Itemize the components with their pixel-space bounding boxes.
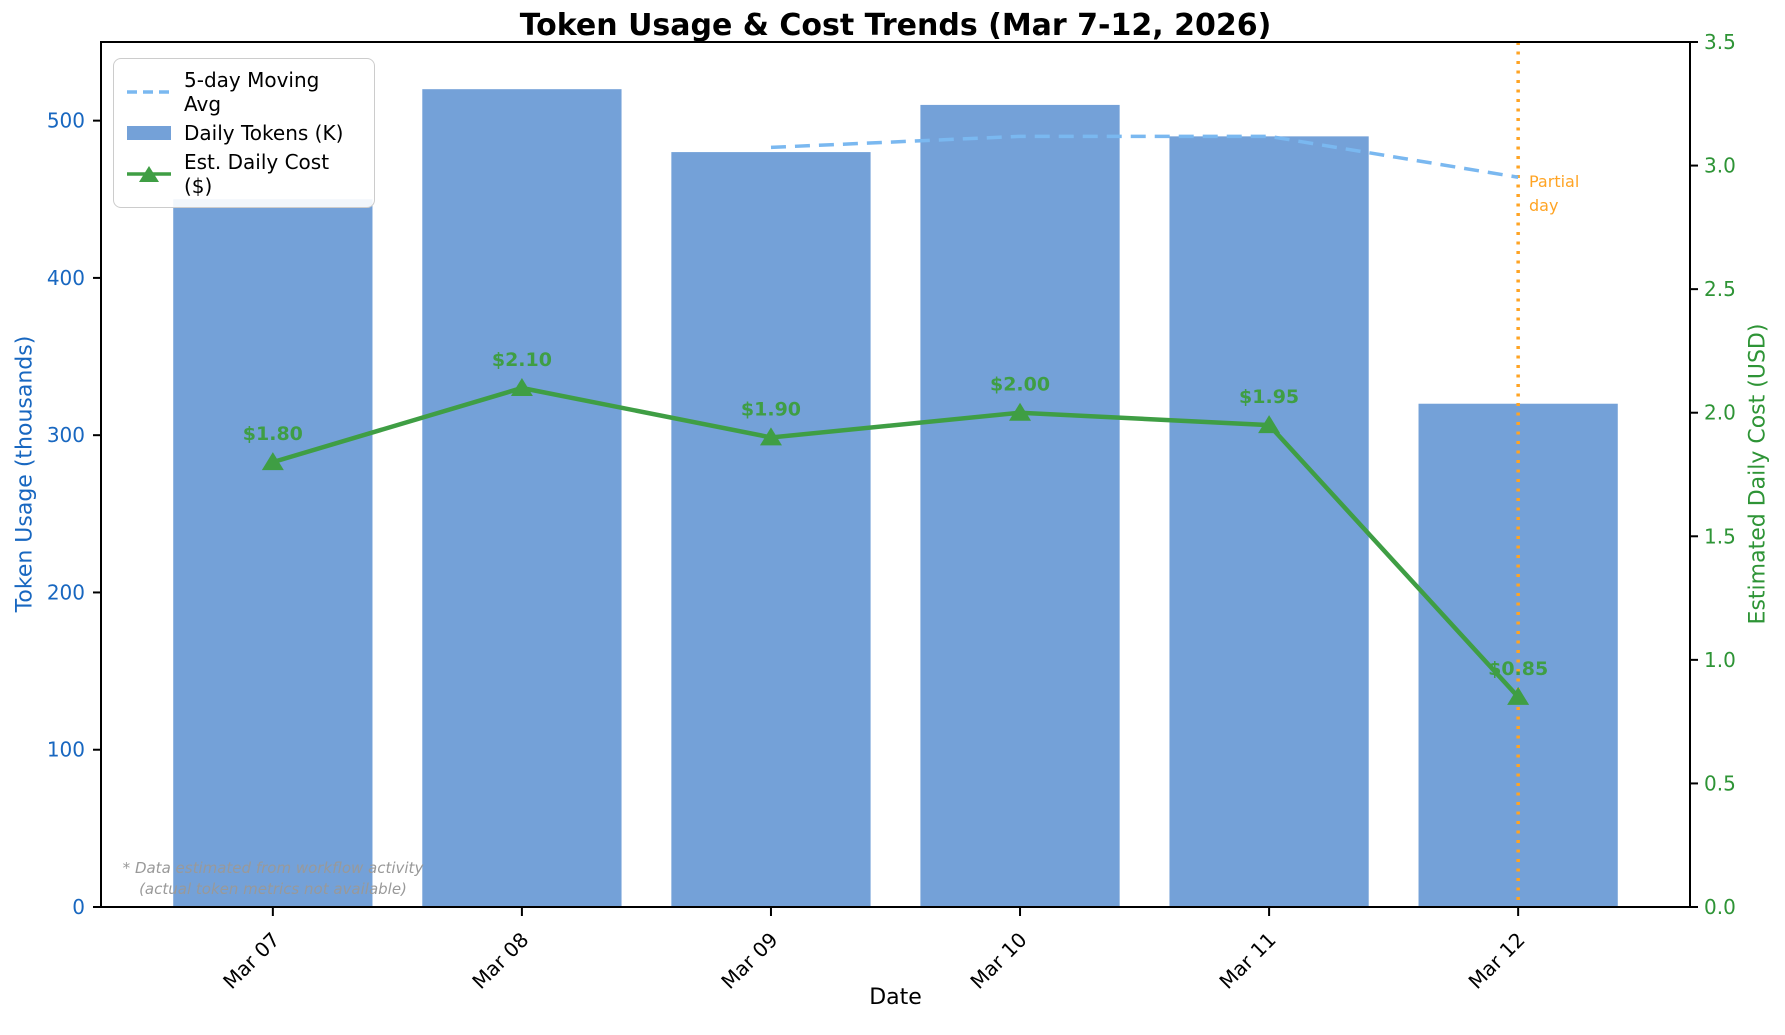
cost-marker-mar-10 — [1009, 402, 1032, 421]
bar-swatch-icon — [127, 126, 171, 140]
x-tick-label-mar-07: Mar 07 — [218, 928, 284, 994]
legend-item-daily-cost: Est. Daily Cost ($) — [126, 150, 362, 198]
x-tick-label-mar-12: Mar 12 — [1464, 928, 1530, 994]
legend-label: Daily Tokens (K) — [184, 121, 344, 145]
x-tick-label-mar-10: Mar 10 — [965, 928, 1031, 994]
right-tick-label: 1.0 — [1704, 648, 1736, 672]
cost-label-mar-09: $1.90 — [741, 398, 801, 420]
right-tick-label: 2.5 — [1704, 277, 1736, 301]
cost-marker-mar-11 — [1258, 415, 1281, 434]
right-tick-label: 3.0 — [1704, 154, 1736, 178]
legend: 5-day Moving Avg Daily Tokens (K) Est. D… — [113, 58, 375, 208]
triangle-line-icon — [127, 166, 171, 182]
right-tick-label: 0.5 — [1704, 771, 1736, 795]
footnote-line-1: * Data estimated from workflow activity — [122, 859, 424, 877]
cost-label-mar-11: $1.95 — [1239, 386, 1299, 408]
x-axis-label: Date — [869, 985, 922, 1010]
cost-label-mar-10: $2.00 — [990, 374, 1050, 396]
legend-item-daily-tokens: Daily Tokens (K) — [126, 121, 362, 145]
left-tick-label: 0 — [72, 895, 85, 919]
cost-marker-mar-09 — [759, 427, 782, 446]
dashed-line-icon — [127, 90, 171, 94]
left-tick-label: 400 — [47, 266, 85, 290]
bar-mar-11 — [1169, 136, 1369, 907]
legend-item-moving-avg: 5-day Moving Avg — [126, 68, 362, 116]
right-tick-label: 0.0 — [1704, 895, 1736, 919]
left-tick-label: 300 — [47, 423, 85, 447]
footnote-line-2: (actual token metrics not available) — [139, 880, 407, 898]
left-tick-label: 500 — [47, 109, 85, 133]
chart-title: Token Usage & Cost Trends (Mar 7-12, 202… — [519, 8, 1272, 43]
x-tick-label-mar-09: Mar 09 — [716, 928, 782, 994]
legend-label: 5-day Moving Avg — [184, 68, 320, 116]
bar-mar-10 — [920, 104, 1120, 908]
axes-spines — [100, 41, 1691, 908]
y-axis-label-right: Estimated Daily Cost (USD) — [1745, 323, 1771, 625]
right-tick-label: 3.5 — [1704, 30, 1736, 54]
x-tick-label-mar-11: Mar 11 — [1214, 928, 1280, 994]
partial-day-annotation: Partial day — [1529, 172, 1580, 215]
x-tick-label-mar-08: Mar 08 — [467, 928, 533, 994]
bar-mar-09 — [671, 152, 871, 907]
right-tick-label: 2.0 — [1704, 401, 1736, 425]
cost-marker-mar-07 — [261, 452, 284, 471]
bar-mar-07 — [173, 199, 373, 908]
moving-avg-line — [770, 134, 1519, 179]
left-tick-label: 200 — [47, 580, 85, 604]
cost-label-mar-08: $2.10 — [492, 349, 552, 371]
cost-label-mar-07: $1.80 — [243, 423, 303, 445]
left-tick-label: 100 — [47, 738, 85, 762]
footnote: * Data estimated from workflow activity … — [117, 858, 429, 900]
cost-marker-mar-12 — [1507, 686, 1530, 705]
legend-label: Est. Daily Cost ($) — [184, 150, 330, 198]
y-axis-label-left: Token Usage (thousands) — [12, 335, 38, 613]
cost-line — [272, 385, 1520, 699]
bar-mar-08 — [422, 89, 622, 907]
cost-label-mar-12: $0.85 — [1488, 658, 1548, 680]
right-tick-label: 1.5 — [1704, 524, 1736, 548]
cost-marker-mar-08 — [510, 378, 533, 396]
